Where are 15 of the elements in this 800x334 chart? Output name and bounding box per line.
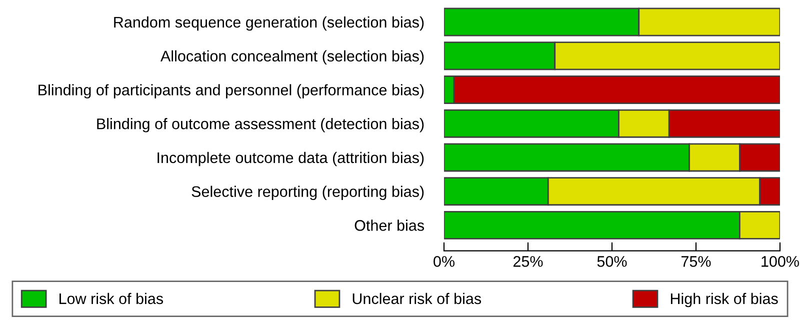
y-tick-label: Incomplete outcome data (attrition bias) (158, 152, 424, 166)
y-tick-label: Selective reporting (reporting bias) (192, 186, 424, 200)
x-tick-label: 0% (434, 256, 454, 267)
legend-label: Unclear risk of bias (352, 292, 482, 304)
y-tick-label: Blinding of outcome assessment (detection bias) (97, 118, 424, 132)
x-tick-label: 100% (762, 256, 799, 267)
x-tick-label: 25% (513, 256, 543, 267)
x-tick-label: 75% (681, 256, 711, 267)
y-tick-label: Blinding of participants and personnel (performance bias) (38, 84, 424, 98)
legend-label: Low risk of bias (60, 292, 164, 304)
y-tick-label: Allocation concealment (selection bias) (160, 50, 424, 65)
legend-label: High risk of bias (670, 292, 778, 308)
x-tick-label: 50% (597, 256, 627, 267)
y-tick-label: Random sequence generation (selection bias) (114, 16, 424, 31)
y-tick-label: Other bias (354, 220, 424, 231)
